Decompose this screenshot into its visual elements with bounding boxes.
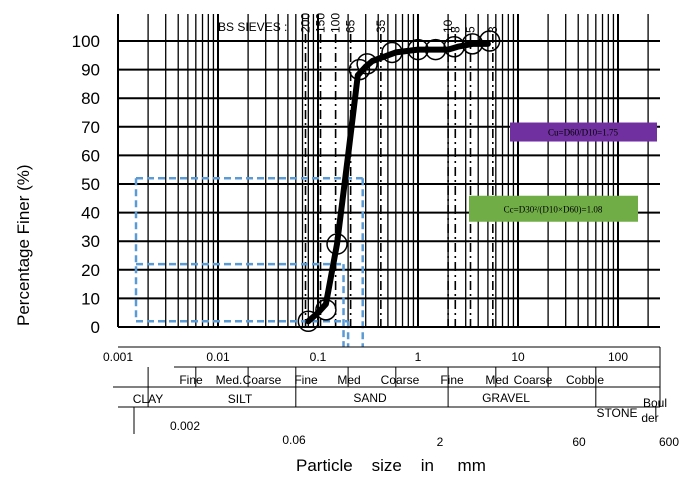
soil-class-label: Boul — [643, 396, 667, 410]
y-tick-label: 20 — [81, 261, 100, 280]
x-tick-label: 0.001 — [103, 350, 133, 364]
data-point — [407, 38, 429, 61]
soil-class-label: CLAY — [133, 392, 163, 406]
soil-subclass-label: Coarse — [514, 373, 553, 387]
x-axis-title: Particle size in mm — [296, 456, 486, 475]
y-tick-label: 0 — [91, 318, 100, 337]
data-markers — [297, 30, 501, 333]
data-point — [424, 38, 447, 61]
boundary-size-label: 2 — [437, 435, 444, 449]
soil-subclass-label: Fine — [179, 373, 203, 387]
x-tick-label: 100 — [608, 350, 628, 364]
data-point — [356, 53, 378, 75]
soil-subclass-label: Fine — [440, 373, 464, 387]
y-tick-label: 70 — [81, 118, 100, 137]
sieve-number-label: 150 — [314, 13, 328, 33]
data-point — [381, 41, 403, 64]
cu-label: Cu=D60/D10=1.75 — [548, 128, 618, 138]
x-tick-label: 0.1 — [310, 350, 327, 364]
y-tick-label: 50 — [81, 175, 100, 194]
guide-lines — [134, 177, 364, 347]
boundary-size-label: 0.06 — [282, 433, 306, 447]
data-point — [443, 35, 465, 58]
soil-class-label: STONE — [596, 406, 637, 420]
boundary-size-label: 60 — [572, 435, 586, 449]
x-tick-label: 1 — [415, 350, 422, 364]
cc-label: Cc=D30²/(D10×D60)=1.08 — [504, 205, 603, 215]
soil-class-label: der — [641, 411, 658, 425]
grading-curve — [305, 40, 491, 325]
sieve-number-label: 8 — [448, 26, 462, 33]
data-point — [461, 33, 484, 55]
y-tick-label: 80 — [81, 89, 100, 108]
y-tick-label: 10 — [81, 289, 100, 308]
sieve-number-label: 200 — [299, 13, 313, 33]
soil-subclass-label: Med. — [216, 373, 243, 387]
data-point — [326, 233, 348, 255]
cu-box — [510, 122, 657, 142]
x-tick-label: 0.01 — [206, 350, 230, 364]
sieve-lines: 200 150 100 65 35 108 5 3 — [299, 13, 500, 327]
data-point — [348, 58, 371, 81]
data-point — [315, 299, 337, 321]
soil-class-label: GRAVEL — [482, 391, 530, 405]
data-point — [297, 310, 320, 333]
soil-subclass-label: Med — [485, 373, 508, 387]
soil-subclass-label: Coarse — [243, 373, 282, 387]
sieve-number-label: 3 — [486, 26, 500, 33]
soil-class-label: SILT — [228, 392, 253, 406]
soil-subclass-label: Coarse — [381, 373, 420, 387]
y-axis-title: Percentage Finer (%) — [14, 164, 33, 326]
grading-curve-line — [305, 40, 491, 325]
y-tick-label: 30 — [81, 232, 100, 251]
boundary-size-label: 600 — [659, 435, 679, 449]
soil-subclass-label: Fine — [294, 373, 318, 387]
soil-subclass-label: Cobble — [566, 373, 604, 387]
sieve-number-label: 65 — [344, 19, 358, 33]
sieve-number-label: 35 — [374, 19, 388, 33]
boundary-size-label: 0.002 — [170, 419, 200, 433]
data-point — [478, 30, 501, 52]
x-tick-label: 10 — [511, 350, 525, 364]
y-tick-label: 60 — [81, 146, 100, 165]
annotation-boxes: Cu=D60/D10=1.75 Cc=D30²/(D10×D60)=1.08 — [469, 122, 657, 222]
sieve-number-label: 100 — [329, 13, 343, 33]
chart-grid — [117, 14, 660, 328]
y-tick-label: 90 — [81, 61, 100, 80]
sieve-number-label: 5 — [464, 26, 478, 33]
cc-box — [469, 195, 638, 222]
sieve-number-label: 10 — [441, 19, 455, 33]
soil-class-label: SAND — [353, 391, 387, 405]
y-tick-label: 40 — [81, 204, 100, 223]
sieves-label: BS SIEVES : — [218, 20, 287, 34]
chart-axes: 0 10 20 30 40 50 60 70 80 90 100 — [72, 14, 660, 337]
y-tick-label: 100 — [72, 32, 100, 51]
soil-subclass-label: Med — [337, 373, 360, 387]
